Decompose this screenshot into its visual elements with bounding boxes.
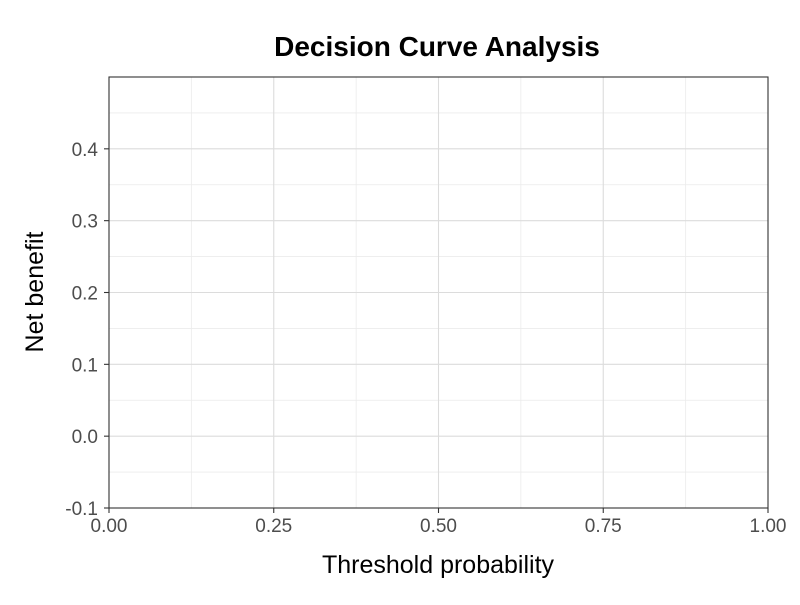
x-tick-label: 1.00 bbox=[750, 516, 787, 537]
x-axis-title: Threshold probability bbox=[322, 551, 555, 579]
y-tick-label: 0.4 bbox=[72, 140, 99, 161]
chart-title: Decision Curve Analysis bbox=[274, 31, 600, 62]
grid-layer bbox=[108, 77, 769, 509]
x-tick-label: 0.25 bbox=[255, 516, 292, 537]
y-axis-title: Net benefit bbox=[21, 231, 49, 352]
x-tick-label: 0.00 bbox=[91, 516, 128, 537]
y-tick-label: 0.1 bbox=[72, 355, 98, 376]
x-tick-label: 0.50 bbox=[420, 516, 457, 537]
y-tick-label: -0.1 bbox=[65, 499, 98, 520]
x-tick-label: 0.75 bbox=[585, 516, 622, 537]
y-tick-label: 0.3 bbox=[72, 212, 98, 233]
y-axis: -0.1 0.0 0.1 0.2 0.3 0.4 bbox=[65, 140, 109, 520]
y-tick-label: 0.0 bbox=[72, 427, 98, 448]
x-axis: 0.00 0.25 0.50 0.75 1.00 bbox=[91, 508, 787, 537]
y-tick-label: 0.2 bbox=[72, 284, 98, 305]
